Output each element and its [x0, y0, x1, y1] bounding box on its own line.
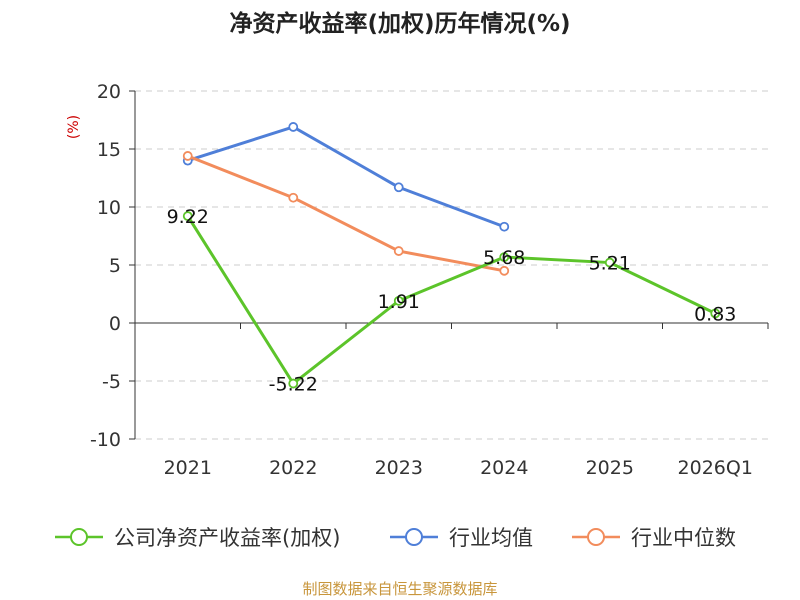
data-label: -5.22 — [269, 374, 318, 396]
data-point — [499, 265, 510, 276]
data-point — [288, 192, 299, 203]
y-tick-label: 0 — [109, 313, 121, 335]
data-point — [393, 182, 404, 193]
legend-marker — [405, 528, 423, 546]
data-point — [182, 151, 193, 161]
series-line — [186, 215, 716, 386]
data-point — [710, 308, 721, 319]
legend-item[interactable]: 行业中位数 — [572, 526, 736, 550]
legend-label: 行业均值 — [449, 526, 533, 550]
axes: -10 -5 0 5 10 15 20 2021 2022 2023 2024 2025 2026Q1 — [90, 81, 769, 479]
data-point — [604, 257, 615, 268]
y-axis-unit: (%) — [66, 115, 82, 139]
x-tick-label: 2023 — [375, 457, 423, 479]
data-label: 5.68 — [483, 247, 525, 269]
y-tick-label: 20 — [97, 81, 121, 103]
legend-label: 行业中位数 — [631, 526, 736, 550]
data-point — [182, 211, 193, 221]
chart-title: 净资产收益率(加权)历年情况(%) — [229, 10, 570, 37]
series-lines — [182, 122, 721, 389]
legend-item[interactable]: 行业均值 — [390, 526, 533, 550]
data-label: 0.83 — [694, 303, 736, 325]
legend-item[interactable]: 公司净资产收益率(加权) — [55, 526, 340, 550]
data-labels: 9.22 -5.22 1.91 5.68 5.21 0.83 — [167, 206, 737, 396]
y-tick-label: 10 — [97, 197, 121, 219]
x-tick-label: 2022 — [269, 457, 317, 479]
y-tick-label: -5 — [102, 371, 121, 393]
gridlines — [135, 90, 768, 440]
x-tick-label: 2024 — [480, 457, 528, 479]
legend-marker — [587, 528, 605, 546]
data-label: 9.22 — [167, 206, 209, 228]
legend[interactable]: 公司净资产收益率(加权) 行业均值 行业中位数 — [55, 526, 736, 550]
legend-label: 公司净资产收益率(加权) — [114, 526, 340, 550]
data-label: 5.21 — [589, 253, 631, 275]
data-point — [288, 378, 299, 389]
y-tick-label: 5 — [109, 255, 121, 277]
y-tick-label: -10 — [90, 429, 121, 451]
data-point — [393, 246, 404, 256]
data-point — [393, 295, 404, 306]
x-tick-label: 2026Q1 — [678, 457, 753, 479]
data-point — [499, 221, 510, 232]
data-point — [288, 122, 299, 132]
series-line — [187, 154, 505, 273]
data-point — [499, 252, 510, 263]
x-tick-label: 2025 — [586, 457, 634, 479]
data-label: 1.91 — [378, 291, 420, 313]
x-tick-label: 2021 — [164, 457, 212, 479]
legend-marker — [70, 528, 88, 546]
y-tick-label: 15 — [97, 139, 121, 161]
series-line — [187, 125, 505, 229]
source-note: 制图数据来自恒生聚源数据库 — [302, 580, 497, 598]
